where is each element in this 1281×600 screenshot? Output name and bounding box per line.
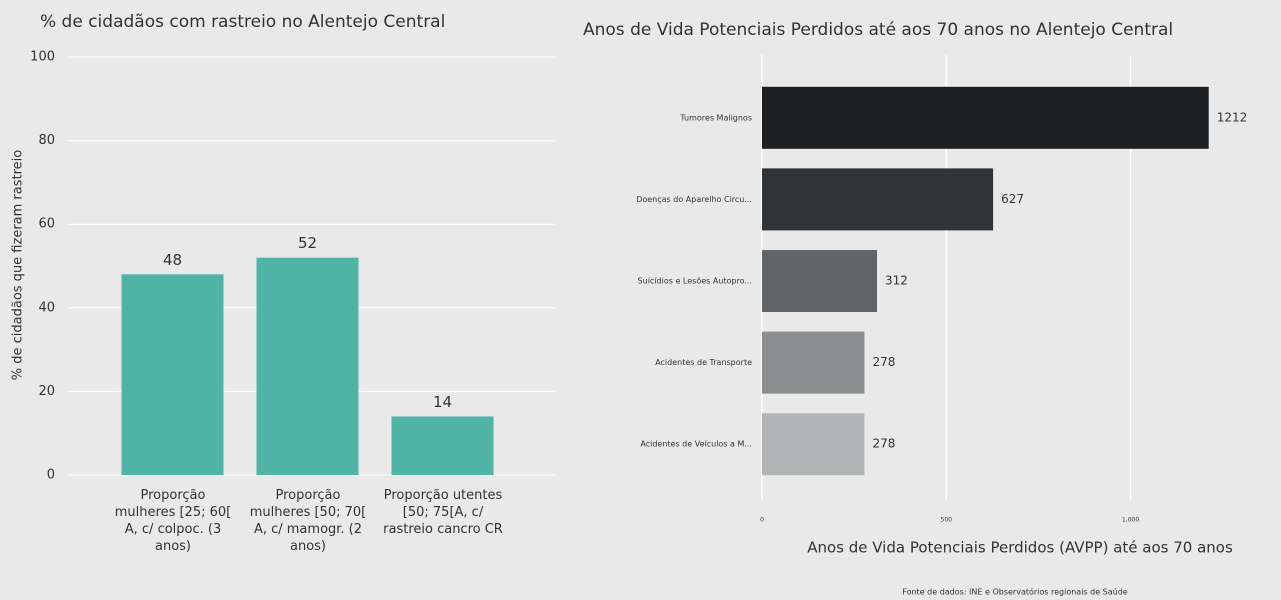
chart-title: % de cidadãos com rastreio no Alentejo C…: [40, 12, 445, 32]
y-tick-label: Suicídios e Lesões Autopro...: [638, 277, 752, 286]
y-tick-label: Doenças do Aparelho Circu...: [636, 195, 752, 204]
y-tick-label: Tumores Malignos: [679, 113, 752, 122]
bar: [121, 274, 224, 475]
y-tick-label: 20: [38, 384, 55, 399]
y-tick-label: 40: [38, 300, 55, 315]
y-tick-label: 60: [38, 217, 55, 232]
bar: [762, 413, 865, 476]
x-tick-label: Proporção mulheres [25; 60[ A, c/ colpoc…: [114, 488, 232, 554]
bar: [762, 86, 1209, 149]
y-tick-label: 0: [47, 468, 55, 483]
value-label: 278: [872, 437, 895, 451]
x-tick-label: Proporção utentes [50; 75[A, c/ rastreio…: [383, 488, 503, 537]
bar: [762, 168, 994, 231]
value-label: 48: [163, 251, 182, 269]
value-label: 14: [433, 393, 452, 411]
y-axis-label: % de cidadãos que fizeram rastreio: [11, 150, 26, 381]
x-tick-label: 0: [760, 517, 764, 524]
value-label: 52: [298, 234, 317, 252]
bar: [256, 257, 359, 475]
value-label: 627: [1001, 192, 1024, 206]
bar: [762, 331, 865, 394]
value-label: 278: [872, 355, 895, 369]
y-tick-label: 80: [38, 133, 55, 148]
y-tick-label: Acidentes de Transporte: [655, 358, 752, 367]
x-axis-label: Anos de Vida Potenciais Perdidos (AVPP) …: [807, 539, 1233, 557]
y-tick-label: Acidentes de Veículos a M...: [640, 440, 752, 449]
bar: [391, 416, 494, 475]
y-tick-label: 100: [30, 50, 55, 65]
bar: [762, 250, 877, 312]
chart-title: Anos de Vida Potenciais Perdidos até aos…: [583, 20, 1173, 40]
x-tick-label: 500: [941, 517, 953, 524]
x-tick-label: 1,000: [1122, 517, 1139, 524]
x-tick-label: Proporção mulheres [50; 70[ A, c/ mamogr…: [249, 488, 367, 554]
source-note: Fonte de dados: INE e Observatórios regi…: [902, 587, 1128, 597]
value-label: 312: [885, 274, 908, 288]
value-label: 1212: [1217, 110, 1248, 124]
